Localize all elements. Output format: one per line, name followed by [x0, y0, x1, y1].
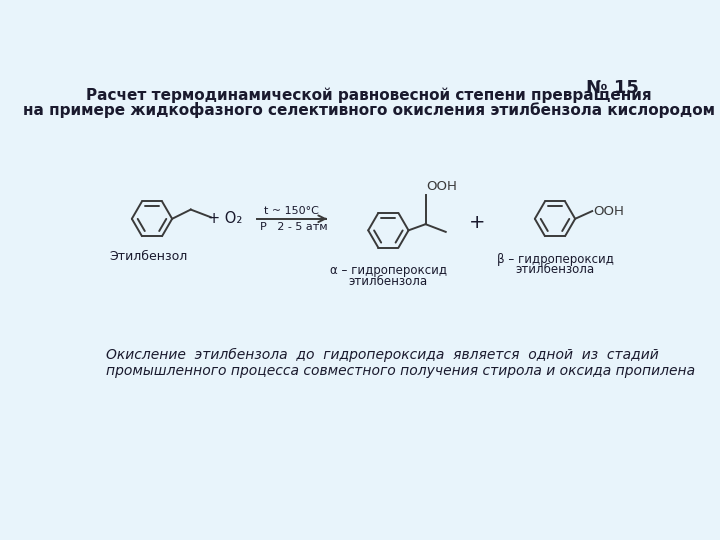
- Text: промышленного процесса совместного получения стирола и оксида пропилена: промышленного процесса совместного получ…: [106, 363, 695, 377]
- Text: на примере жидкофазного селективного окисления этилбензола кислородом: на примере жидкофазного селективного оки…: [23, 102, 715, 118]
- Text: β – гидропероксид: β – гидропероксид: [497, 253, 613, 266]
- Text: t ~ 150°C: t ~ 150°C: [264, 206, 319, 217]
- Text: α – гидропероксид: α – гидропероксид: [330, 264, 447, 277]
- Text: OOH: OOH: [594, 205, 625, 218]
- Text: OOH: OOH: [426, 180, 457, 193]
- Text: + O₂: + O₂: [208, 211, 243, 226]
- Text: этилбензола: этилбензола: [348, 275, 428, 288]
- Text: +: +: [469, 213, 486, 232]
- Text: этилбензола: этилбензола: [516, 264, 595, 276]
- Text: Расчет термодинамической равновесной степени превращения: Расчет термодинамической равновесной сте…: [86, 88, 652, 103]
- Text: Этилбензол: Этилбензол: [109, 249, 187, 262]
- Text: P   2 - 5 атм: P 2 - 5 атм: [260, 222, 328, 232]
- Text: Окисление  этилбензола  до  гидропероксида  является  одной  из  стадий: Окисление этилбензола до гидропероксида …: [106, 348, 658, 362]
- Text: № 15: № 15: [586, 79, 639, 97]
